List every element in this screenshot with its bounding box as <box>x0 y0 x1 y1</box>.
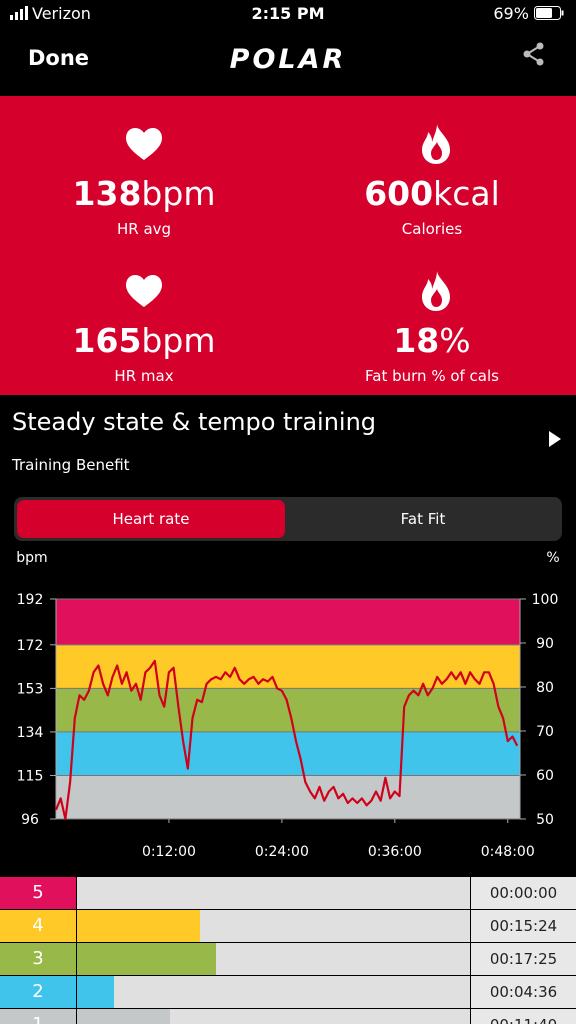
done-button[interactable]: Done <box>28 46 90 70</box>
zone-number: 4 <box>0 910 76 942</box>
stat-value: 138bpm <box>0 174 288 213</box>
tab[interactable]: Heart rate <box>17 500 285 538</box>
zone-time: 00:15:24 <box>471 910 576 942</box>
zone-time: 00:11:40 <box>471 1009 576 1024</box>
y2-tick-label: 50 <box>536 812 554 828</box>
stat-label: Fat burn % of cals <box>365 367 499 385</box>
zone-number: 3 <box>0 943 76 975</box>
stat-number: 165 <box>72 321 142 360</box>
summary-panel: 138bpm HR avg 600kcal Calories 165bpm HR max 1… <box>0 96 576 395</box>
stat-value: 600kcal <box>288 174 576 213</box>
status-battery: 69% <box>493 4 564 23</box>
status-time: 2:15 PM <box>251 4 325 23</box>
x-tick-label: 0:36:00 <box>368 844 422 860</box>
stat-value: 18% <box>288 321 576 360</box>
stat-label: Calories <box>401 220 463 238</box>
zone-band <box>56 599 520 645</box>
flame-icon <box>422 271 450 311</box>
x-tick-label: 0:12:00 <box>142 844 196 860</box>
stat-number: 18 <box>393 321 440 360</box>
zone-row: 1 00:11:40 <box>0 1009 576 1024</box>
zone-row: 2 00:04:36 <box>0 976 576 1008</box>
status-carrier: Verizon <box>10 4 91 23</box>
zone-bar <box>77 943 216 975</box>
zone-number: 5 <box>0 877 76 909</box>
zone-band <box>56 644 520 689</box>
tab[interactable]: Fat Fit <box>400 510 446 528</box>
zone-track <box>77 1009 470 1024</box>
stat-label: HR avg <box>116 220 172 238</box>
y-tick-label: 172 <box>17 638 44 654</box>
zone-band <box>56 688 520 732</box>
zone-time: 00:04:36 <box>471 976 576 1008</box>
logo: POLAR <box>229 44 347 75</box>
zone-table: 5 00:00:00 4 00:15:24 3 00:17:25 2 00:04:36 1 00:… <box>0 877 576 1024</box>
stat-value: 165bpm <box>0 321 288 360</box>
y-tick-label: 134 <box>17 725 44 741</box>
icon-shape <box>126 128 162 160</box>
zone-track <box>77 976 470 1008</box>
heart-icon <box>126 275 162 307</box>
icon-shape <box>422 124 450 164</box>
y-tick-label: 192 <box>17 592 44 608</box>
battery-text: 69% <box>493 4 529 23</box>
y2-tick-label: 80 <box>536 680 554 696</box>
details-arrow[interactable] <box>548 430 562 448</box>
icon-shape <box>126 275 162 307</box>
heart-icon <box>126 128 162 160</box>
stat-unit: bpm <box>141 174 216 213</box>
y2-axis-label: % <box>546 550 559 566</box>
stat-number: 600 <box>364 174 434 213</box>
zone-time: 00:00:00 <box>471 877 576 909</box>
y2-tick-label: 90 <box>536 636 554 652</box>
zone-number: 1 <box>0 1009 76 1024</box>
battery-icon <box>534 6 564 20</box>
training-title: Steady state & tempo training <box>12 408 377 436</box>
y-axis-label: bpm <box>16 550 47 566</box>
y-tick-label: 96 <box>21 812 39 828</box>
flame-icon <box>422 124 450 164</box>
x-tick-label: 0:48:00 <box>481 844 535 860</box>
icon-shape <box>422 271 450 311</box>
zone-time: 00:17:25 <box>471 943 576 975</box>
chart: bpm % 96 115 134 153 172 192 50 60 70 80 90 100 0:12:0… <box>16 550 559 860</box>
y2-tick-label: 100 <box>532 592 559 608</box>
training-subtitle: Training Benefit <box>12 456 130 474</box>
carrier: Verizon <box>32 4 91 23</box>
y2-tick-label: 60 <box>536 768 554 784</box>
y2-tick-label: 70 <box>536 724 554 740</box>
zone-band <box>56 775 520 819</box>
y-tick-label: 115 <box>17 768 44 784</box>
hr-line <box>54 659 519 821</box>
tab-bar: Heart rate Fat Fit <box>14 497 562 541</box>
zone-row: 3 00:17:25 <box>0 943 576 975</box>
stat-number: 138 <box>72 174 142 213</box>
stat-unit: kcal <box>433 174 500 213</box>
zone-number: 2 <box>0 976 76 1008</box>
zone-bar <box>77 1009 170 1024</box>
zone-track <box>77 877 470 909</box>
zone-band <box>56 731 520 776</box>
zone-bar <box>77 976 114 1008</box>
zone-bar <box>77 910 200 942</box>
stat-unit: % <box>439 321 471 360</box>
zone-row: 4 00:15:24 <box>0 910 576 942</box>
zone-row: 5 00:00:00 <box>0 877 576 909</box>
signal-icon <box>10 6 28 20</box>
share-button[interactable] <box>522 42 546 66</box>
x-tick-label: 0:24:00 <box>255 844 309 860</box>
stat-label: HR max <box>114 367 174 385</box>
y-tick-label: 153 <box>17 681 44 697</box>
stat-unit: bpm <box>141 321 216 360</box>
